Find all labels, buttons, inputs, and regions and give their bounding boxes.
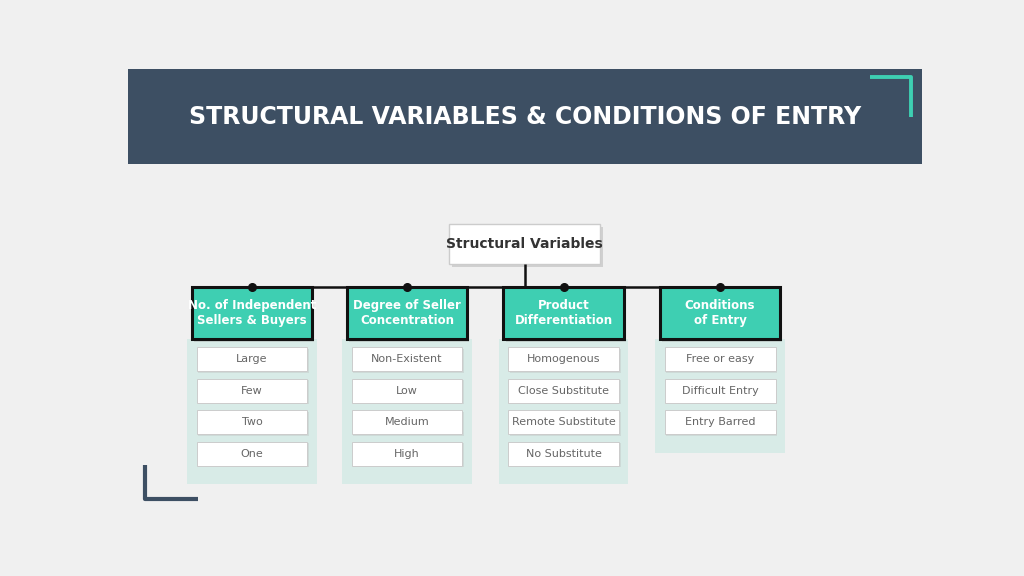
Text: Difficult Entry: Difficult Entry bbox=[682, 385, 759, 396]
FancyBboxPatch shape bbox=[663, 289, 782, 342]
FancyBboxPatch shape bbox=[198, 348, 309, 373]
FancyBboxPatch shape bbox=[667, 380, 777, 404]
Text: Non-Existent: Non-Existent bbox=[372, 354, 442, 364]
FancyBboxPatch shape bbox=[351, 347, 463, 371]
FancyBboxPatch shape bbox=[197, 442, 307, 465]
FancyBboxPatch shape bbox=[351, 378, 463, 403]
Text: Large: Large bbox=[237, 354, 267, 364]
FancyBboxPatch shape bbox=[665, 378, 775, 403]
FancyBboxPatch shape bbox=[499, 339, 629, 484]
FancyBboxPatch shape bbox=[510, 444, 621, 467]
Text: Product
Differentiation: Product Differentiation bbox=[514, 299, 612, 327]
Text: Few: Few bbox=[241, 385, 263, 396]
Text: Conditions
of Entry: Conditions of Entry bbox=[685, 299, 756, 327]
FancyBboxPatch shape bbox=[197, 378, 307, 403]
Text: Low: Low bbox=[396, 385, 418, 396]
FancyBboxPatch shape bbox=[510, 380, 621, 404]
FancyBboxPatch shape bbox=[453, 227, 603, 267]
FancyBboxPatch shape bbox=[667, 412, 777, 435]
FancyBboxPatch shape bbox=[450, 224, 600, 264]
FancyBboxPatch shape bbox=[351, 410, 463, 434]
FancyBboxPatch shape bbox=[195, 289, 314, 342]
FancyBboxPatch shape bbox=[198, 444, 309, 467]
Text: Structural Variables: Structural Variables bbox=[446, 237, 603, 251]
FancyBboxPatch shape bbox=[660, 287, 780, 339]
FancyBboxPatch shape bbox=[351, 442, 463, 465]
FancyBboxPatch shape bbox=[187, 339, 316, 484]
FancyBboxPatch shape bbox=[655, 339, 784, 453]
FancyBboxPatch shape bbox=[667, 348, 777, 373]
Text: Free or easy: Free or easy bbox=[686, 354, 755, 364]
FancyBboxPatch shape bbox=[128, 69, 922, 165]
FancyBboxPatch shape bbox=[353, 348, 464, 373]
Text: Two: Two bbox=[242, 417, 262, 427]
Text: Homogenous: Homogenous bbox=[526, 354, 600, 364]
Text: No Substitute: No Substitute bbox=[525, 449, 601, 458]
Text: STRUCTURAL VARIABLES & CONDITIONS OF ENTRY: STRUCTURAL VARIABLES & CONDITIONS OF ENT… bbox=[188, 105, 861, 129]
FancyBboxPatch shape bbox=[510, 412, 621, 435]
FancyBboxPatch shape bbox=[353, 380, 464, 404]
FancyBboxPatch shape bbox=[508, 410, 618, 434]
Text: Remote Substitute: Remote Substitute bbox=[512, 417, 615, 427]
FancyBboxPatch shape bbox=[342, 339, 472, 484]
Text: Entry Barred: Entry Barred bbox=[685, 417, 756, 427]
FancyBboxPatch shape bbox=[506, 289, 626, 342]
FancyBboxPatch shape bbox=[508, 347, 618, 371]
FancyBboxPatch shape bbox=[665, 410, 775, 434]
FancyBboxPatch shape bbox=[508, 378, 618, 403]
FancyBboxPatch shape bbox=[504, 287, 624, 339]
FancyBboxPatch shape bbox=[353, 444, 464, 467]
Text: Close Substitute: Close Substitute bbox=[518, 385, 609, 396]
FancyBboxPatch shape bbox=[349, 289, 469, 342]
Text: One: One bbox=[241, 449, 263, 458]
FancyBboxPatch shape bbox=[347, 287, 467, 339]
FancyBboxPatch shape bbox=[665, 347, 775, 371]
Text: No. of Independent
Sellers & Buyers: No. of Independent Sellers & Buyers bbox=[187, 299, 316, 327]
FancyBboxPatch shape bbox=[197, 410, 307, 434]
FancyBboxPatch shape bbox=[198, 380, 309, 404]
Text: High: High bbox=[394, 449, 420, 458]
FancyBboxPatch shape bbox=[508, 442, 618, 465]
FancyBboxPatch shape bbox=[353, 412, 464, 435]
Text: Degree of Seller
Concentration: Degree of Seller Concentration bbox=[353, 299, 461, 327]
Text: Medium: Medium bbox=[385, 417, 429, 427]
FancyBboxPatch shape bbox=[197, 347, 307, 371]
FancyBboxPatch shape bbox=[510, 348, 621, 373]
FancyBboxPatch shape bbox=[191, 287, 312, 339]
FancyBboxPatch shape bbox=[198, 412, 309, 435]
